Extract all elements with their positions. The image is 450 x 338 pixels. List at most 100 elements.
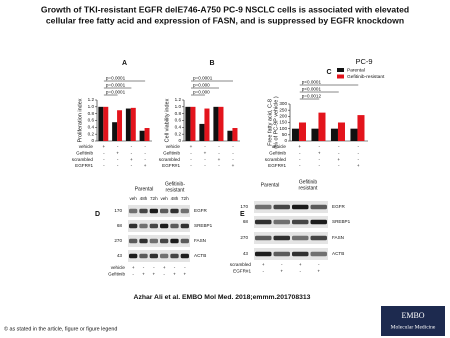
y-tick-label: 0.8 — [88, 111, 95, 116]
bar — [204, 108, 210, 141]
treatment-label: vehicle — [111, 265, 126, 270]
band — [292, 251, 309, 257]
treatment-mark: - — [232, 144, 234, 149]
treatment-mark: - — [153, 265, 155, 270]
group-label: Parental — [135, 186, 154, 192]
treatment-mark: - — [144, 144, 146, 149]
protein-label: FASN — [332, 235, 344, 240]
treatment-mark: + — [337, 157, 340, 162]
y-tick-label: 250 — [279, 107, 287, 112]
membrane — [254, 248, 328, 260]
lane-label: veh — [160, 196, 168, 201]
membrane — [254, 216, 328, 228]
treatment-mark: - — [143, 265, 145, 270]
logo-box — [381, 306, 445, 336]
legend-label: Gefitinib-resistant — [347, 74, 385, 80]
treatment-mark: - — [174, 265, 176, 270]
treatment-label: Gefitinib — [76, 151, 93, 156]
y-tick-label: 0.2 — [175, 131, 182, 136]
panel-label: B — [209, 60, 214, 67]
treatment-label: EGFR#1 — [75, 163, 93, 168]
annotation: p=0.0012 — [302, 94, 322, 99]
bar — [185, 106, 191, 141]
panel-label: C — [326, 69, 331, 76]
band — [292, 219, 309, 225]
treatment-label: EGFR#1 — [162, 163, 180, 168]
treatment-mark: + — [298, 144, 301, 149]
protein-label: ACTB — [194, 253, 206, 258]
treatment-mark: - — [357, 151, 359, 156]
treatment-mark: - — [338, 163, 340, 168]
treatment-mark: + — [152, 272, 155, 277]
treatment-mark: + — [204, 151, 207, 156]
treatment-mark: - — [103, 151, 105, 156]
treatment-mark: + — [132, 265, 135, 270]
treatment-mark: + — [232, 163, 235, 168]
treatment-mark: - — [318, 163, 320, 168]
treatment-mark: - — [338, 151, 340, 156]
citation: Azhar Ali et al. EMBO Mol Med. 2018;emmm… — [134, 294, 311, 301]
y-tick-label: 150 — [279, 120, 287, 125]
treatment-label: vehicle — [79, 144, 94, 149]
mw-label: 270 — [114, 238, 122, 243]
treatment-mark: + — [142, 272, 145, 277]
lane-label: 72h — [181, 196, 189, 201]
protein-label: EGFR — [332, 204, 345, 209]
band — [170, 253, 179, 259]
band — [149, 208, 158, 214]
treatment-mark: + — [317, 269, 320, 274]
band — [255, 251, 272, 257]
band — [310, 251, 327, 257]
treatment-mark: - — [144, 151, 146, 156]
band — [149, 223, 158, 229]
annotation: p<0.0001 — [302, 80, 322, 85]
treatment-label: Gefitinib — [108, 272, 125, 277]
group-label: resistant — [299, 185, 319, 191]
treatment-mark: - — [281, 262, 283, 267]
membrane — [128, 250, 190, 262]
treatment-mark: + — [190, 144, 193, 149]
bar — [311, 128, 319, 141]
band — [273, 235, 290, 241]
treatment-label: scrambled — [159, 157, 181, 162]
y-tick-label: 0.2 — [88, 131, 95, 136]
group-label: resistant — [166, 187, 186, 193]
treatment-mark: - — [318, 144, 320, 149]
bar — [337, 122, 345, 141]
treatment-mark: + — [116, 151, 119, 156]
protein-label: EGFR — [194, 208, 207, 213]
title-line: cellular free fatty acid and expression … — [46, 15, 404, 25]
membrane — [128, 205, 190, 217]
protein-label: FASN — [194, 238, 206, 243]
protein-label: SREBP1 — [332, 219, 351, 224]
mw-label: 43 — [243, 251, 249, 256]
treatment-label: EGFR#1 — [268, 163, 286, 168]
treatment-mark: - — [103, 163, 105, 168]
y-tick-label: 1.2 — [88, 97, 95, 102]
bar — [350, 128, 358, 141]
annotation: p=0.0001 — [106, 83, 126, 88]
treatment-mark: + — [318, 151, 321, 156]
bar — [130, 107, 136, 141]
y-axis-label: Cell viability index — [164, 98, 170, 142]
y-axis-label: Free fatty acid, C-8 — [267, 99, 273, 146]
mw-label: 68 — [117, 223, 123, 228]
mw-label: 170 — [240, 204, 248, 209]
annotation: p=0.000 — [193, 90, 210, 95]
band — [149, 253, 158, 259]
band — [160, 238, 169, 244]
annotation: p=0.0001 — [193, 76, 213, 81]
treatment-mark: + — [163, 265, 166, 270]
band — [273, 251, 290, 257]
band — [170, 238, 179, 244]
treatment-mark: - — [117, 144, 119, 149]
treatment-mark: + — [262, 262, 265, 267]
y-tick-label: 0 — [284, 138, 287, 143]
membrane — [128, 220, 190, 232]
bar — [232, 128, 238, 141]
y-tick-label: 0 — [91, 138, 94, 143]
treatment-label: EGFR#1 — [233, 269, 251, 274]
treatment-label: scrambled — [72, 157, 94, 162]
annotation: p=0.0001 — [106, 76, 126, 81]
treatment-mark: + — [103, 144, 106, 149]
